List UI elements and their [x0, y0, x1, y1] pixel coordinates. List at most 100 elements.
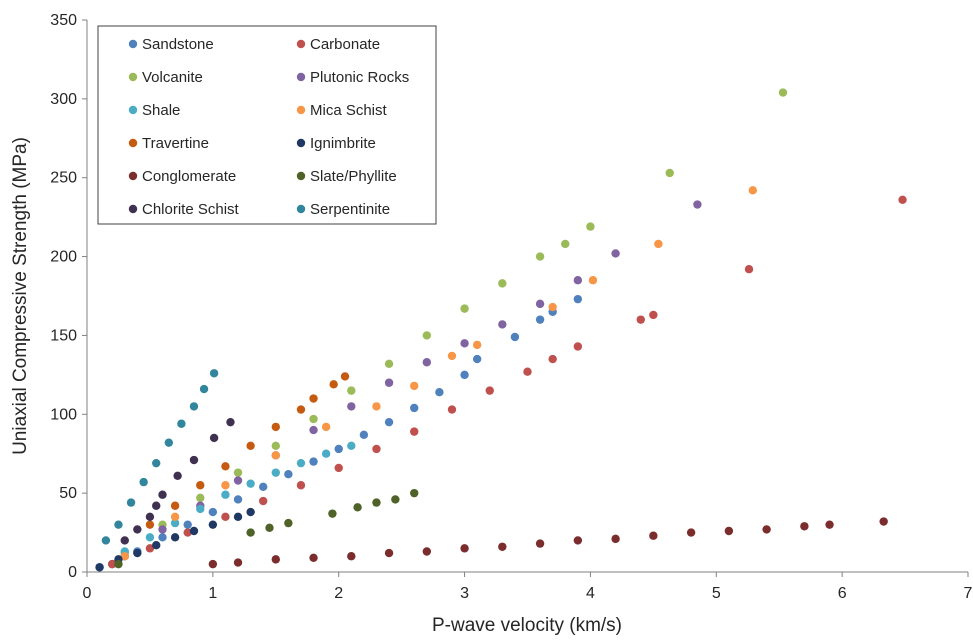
- point-slate-phyllite: [353, 503, 362, 512]
- point-conglomerate: [208, 559, 218, 569]
- legend-marker-slate-phyllite: [296, 171, 306, 181]
- point-serpentinite: [177, 419, 186, 428]
- point-conglomerate: [535, 539, 545, 548]
- point-chlorite-schist: [158, 490, 167, 499]
- point-slate-phyllite: [114, 559, 123, 569]
- point-mica-schist: [447, 351, 457, 361]
- point-ignimbrite: [133, 548, 142, 558]
- point-chlorite-schist: [173, 471, 182, 480]
- point-shale: [347, 441, 356, 451]
- x-tick-label: 4: [586, 585, 595, 602]
- y-axis-title: Uniaxial Compressive Strength (MPa): [10, 137, 31, 455]
- point-shale: [221, 490, 230, 499]
- y-tick-label: 300: [50, 91, 77, 108]
- point-carbonate: [636, 315, 645, 324]
- point-sandstone: [460, 370, 469, 380]
- point-sandstone: [573, 294, 583, 304]
- point-chlorite-schist: [209, 433, 219, 443]
- point-conglomerate: [573, 536, 583, 545]
- point-volcanite: [535, 252, 545, 261]
- legend-marker-chlorite-schist: [128, 204, 138, 214]
- legend-label-mica-schist: Mica Schist: [310, 102, 388, 119]
- point-plutonic-rocks: [573, 276, 583, 285]
- y-tick-label: 0: [68, 564, 77, 581]
- point-slate-phyllite: [246, 528, 255, 537]
- point-shale: [196, 504, 205, 514]
- point-ignimbrite: [95, 563, 104, 572]
- point-plutonic-rocks: [233, 476, 243, 485]
- point-carbonate: [898, 195, 907, 204]
- point-shale: [145, 533, 155, 542]
- point-carbonate: [447, 405, 457, 414]
- legend-marker-serpentinite: [296, 204, 306, 214]
- point-mica-schist: [548, 302, 557, 312]
- point-conglomerate: [686, 528, 696, 537]
- point-volcanite: [233, 468, 243, 477]
- legend-label-conglomerate: Conglomerate: [142, 168, 236, 185]
- point-mica-schist: [410, 381, 419, 391]
- legend-label-serpentinite: Serpentinite: [310, 201, 390, 218]
- point-carbonate: [296, 481, 306, 490]
- point-ignimbrite: [170, 533, 180, 542]
- point-mica-schist: [120, 552, 129, 561]
- point-plutonic-rocks: [384, 378, 394, 387]
- point-conglomerate: [233, 558, 243, 567]
- point-carbonate: [221, 512, 230, 521]
- point-conglomerate: [271, 555, 280, 564]
- point-slate-phyllite: [328, 509, 337, 518]
- point-travertine: [246, 441, 255, 451]
- point-shale: [170, 518, 180, 528]
- point-chlorite-schist: [133, 525, 142, 534]
- point-slate-phyllite: [284, 518, 293, 528]
- point-volcanite: [460, 304, 469, 313]
- legend-box: [97, 25, 437, 225]
- point-carbonate: [410, 427, 419, 436]
- legend-label-volcanite: Volcanite: [142, 69, 203, 86]
- point-ignimbrite: [233, 512, 243, 521]
- point-volcanite: [422, 331, 432, 340]
- point-carbonate: [259, 496, 268, 506]
- point-carbonate: [145, 544, 155, 553]
- point-volcanite: [384, 359, 394, 369]
- point-conglomerate: [498, 542, 507, 551]
- x-tick-label: 2: [334, 585, 343, 602]
- x-tick-label: 7: [964, 585, 973, 602]
- point-conglomerate: [649, 531, 658, 540]
- point-volcanite: [347, 386, 356, 395]
- point-plutonic-rocks: [309, 425, 318, 435]
- point-sandstone: [183, 520, 192, 529]
- point-travertine: [296, 405, 306, 414]
- point-conglomerate: [800, 522, 809, 531]
- point-carbonate: [183, 528, 192, 537]
- point-volcanite: [271, 441, 280, 451]
- point-volcanite: [196, 493, 205, 503]
- y-tick-label: 350: [50, 12, 77, 29]
- point-conglomerate: [347, 552, 356, 561]
- point-ignimbrite: [189, 526, 199, 536]
- point-sandstone: [259, 482, 268, 492]
- point-mica-schist: [221, 481, 230, 490]
- point-shale: [271, 468, 280, 477]
- point-travertine: [329, 380, 338, 389]
- legend-marker-ignimbrite: [296, 138, 306, 148]
- point-serpentinite: [101, 536, 111, 545]
- point-slate-phyllite: [410, 488, 419, 498]
- point-sandstone: [435, 388, 444, 397]
- legend: Sandstone Carbonate Volcanite Plutonic Rock…: [97, 25, 437, 225]
- y-tick-label: 100: [50, 406, 77, 423]
- point-mica-schist: [472, 340, 482, 350]
- point-volcanite: [778, 88, 788, 97]
- point-shale: [321, 449, 331, 458]
- x-tick-label: 5: [712, 585, 721, 602]
- point-sandstone: [158, 533, 167, 542]
- point-carbonate: [649, 310, 658, 320]
- point-conglomerate: [611, 534, 620, 544]
- legend-marker-conglomerate: [128, 171, 138, 181]
- point-mica-schist: [748, 186, 757, 195]
- legend-marker-carbonate: [296, 39, 306, 49]
- point-mica-schist: [372, 402, 381, 411]
- point-mica-schist: [170, 512, 180, 521]
- axes: [86, 20, 968, 573]
- point-serpentinite: [164, 438, 174, 447]
- legend-label-travertine: Travertine: [142, 135, 209, 152]
